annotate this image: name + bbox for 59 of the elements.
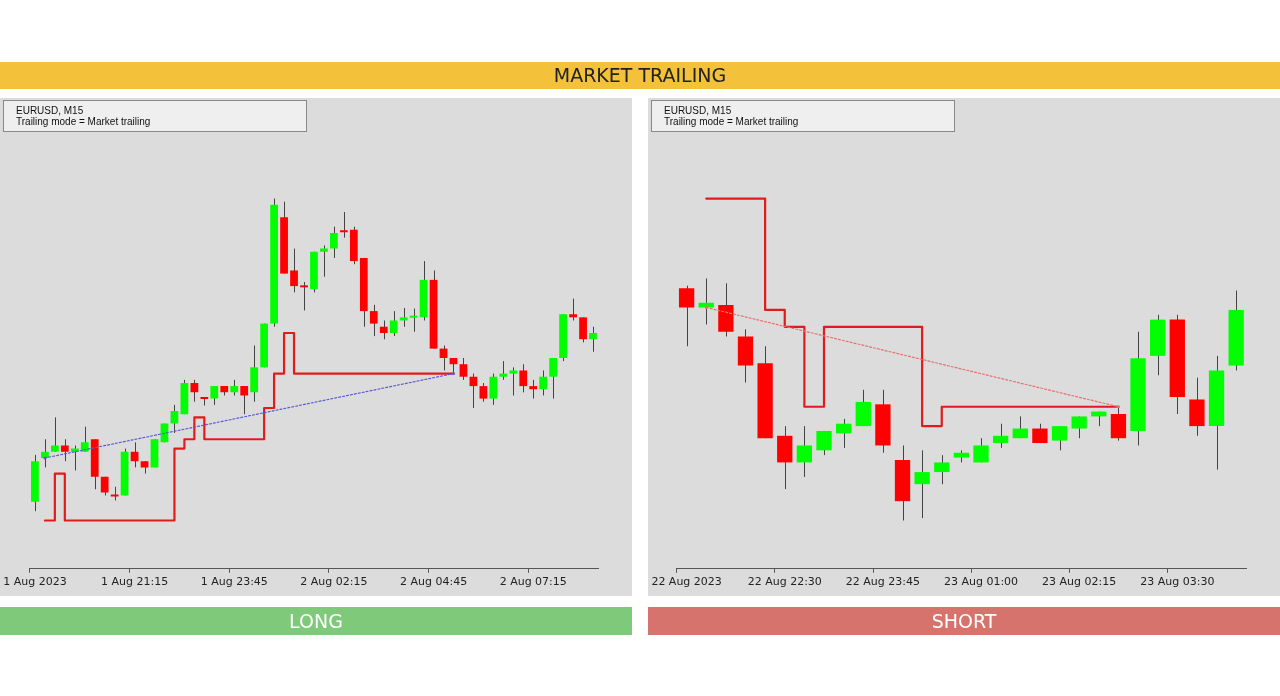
candlestick <box>210 385 219 406</box>
text: EURUSD, M15 <box>664 105 733 116</box>
text: LONG <box>0 607 632 635</box>
candlestick <box>409 308 418 333</box>
candlestick <box>519 363 528 393</box>
x-tick-label: 1 Aug 2023 <box>3 575 67 589</box>
candlestick <box>993 423 1009 449</box>
candlestick <box>389 310 398 337</box>
candlestick <box>399 307 408 328</box>
candlestick <box>549 357 558 400</box>
candlestick <box>50 416 59 453</box>
candlestick <box>934 454 950 485</box>
candlestick <box>499 360 508 381</box>
candlestick <box>698 277 714 325</box>
candlestick <box>60 438 69 462</box>
candlestick <box>320 244 328 278</box>
candlestick <box>339 211 348 239</box>
text: Trailing mode = Market trailing <box>16 116 152 127</box>
candlestick <box>489 373 498 406</box>
x-tick-label: 2 Aug 04:45 <box>399 575 468 589</box>
candlestick <box>589 326 597 353</box>
candlestick <box>479 382 488 403</box>
text: Trailing mode = Market trailing <box>664 116 800 127</box>
candlestick <box>529 379 538 400</box>
candlestick <box>379 319 388 340</box>
candlestick <box>569 298 577 321</box>
x-tick-label: 22 Aug 22:30 <box>747 575 822 589</box>
x-tick-label: 22 Aug 2023 <box>651 575 722 589</box>
x-tick-label: 1 Aug 21:15 <box>101 575 169 589</box>
x-tick-label: 2 Aug 07:15 <box>499 575 567 589</box>
candlestick <box>1051 425 1068 451</box>
candlestick <box>579 316 587 343</box>
text: SHORT <box>648 607 1280 635</box>
candlestick <box>290 248 298 293</box>
x-tick-label: 23 Aug 01:00 <box>943 575 1019 589</box>
candlestick <box>973 437 989 463</box>
candlestick <box>1071 415 1087 439</box>
candlestick <box>539 369 548 396</box>
candlestick <box>240 385 249 415</box>
candlestick <box>816 430 832 456</box>
candlestick <box>796 425 813 478</box>
x-tick-label: 23 Aug 03:30 <box>1140 575 1215 589</box>
text: EURUSD, M15 <box>16 105 85 116</box>
candlestick <box>509 366 518 396</box>
candlestick <box>170 404 179 434</box>
candlestick <box>369 304 378 337</box>
candlestick <box>459 357 468 381</box>
candlestick <box>330 226 338 259</box>
candlestick <box>835 418 852 449</box>
candlestick <box>914 449 930 519</box>
text: MARKET TRAILING <box>0 62 1280 89</box>
x-tick-label: 22 Aug 23:45 <box>845 575 920 589</box>
x-tick-label: 23 Aug 02:15 <box>1042 575 1117 589</box>
x-tick-label: 1 Aug 23:45 <box>200 575 268 589</box>
x-tick-label: 2 Aug 02:15 <box>300 575 368 589</box>
candlestick <box>190 379 199 403</box>
candlestick <box>678 285 695 347</box>
candlestick <box>80 426 89 453</box>
candlestick <box>300 281 308 311</box>
